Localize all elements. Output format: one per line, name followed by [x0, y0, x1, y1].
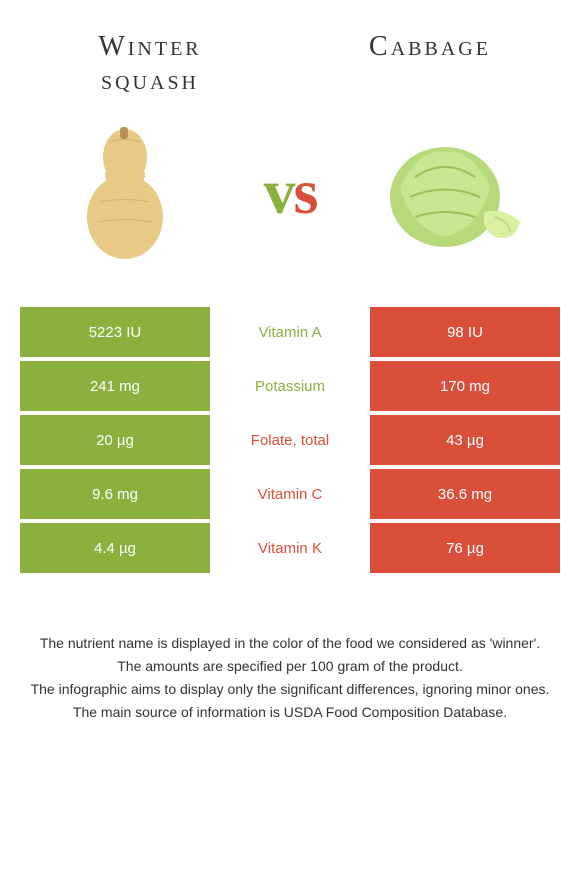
footer-line: The main source of information is USDA F… — [20, 702, 560, 723]
vs-v: v — [264, 156, 294, 227]
right-value: 76 µg — [370, 523, 560, 573]
table-row: 5223 IU Vitamin A 98 IU — [20, 307, 560, 357]
left-value: 4.4 µg — [20, 523, 210, 573]
right-value: 98 IU — [370, 307, 560, 357]
left-value: 20 µg — [20, 415, 210, 465]
right-value: 170 mg — [370, 361, 560, 411]
footer-line: The nutrient name is displayed in the co… — [20, 633, 560, 654]
nutrient-label: Vitamin K — [210, 523, 370, 573]
left-title-line2: squash — [60, 64, 240, 98]
right-title: Cabbage — [340, 30, 520, 64]
nutrient-label: Vitamin A — [210, 307, 370, 357]
table-row: 20 µg Folate, total 43 µg — [20, 415, 560, 465]
vs-s: s — [294, 156, 317, 227]
footer-line: The amounts are specified per 100 gram o… — [20, 656, 560, 677]
nutrient-label: Folate, total — [210, 415, 370, 465]
left-value: 241 mg — [20, 361, 210, 411]
comparison-table: 5223 IU Vitamin A 98 IU 241 mg Potassium… — [20, 307, 560, 573]
images-row: vs — [0, 107, 580, 287]
table-row: 241 mg Potassium 170 mg — [20, 361, 560, 411]
right-value: 36.6 mg — [370, 469, 560, 519]
left-title-line1: Winter — [60, 30, 240, 64]
table-row: 4.4 µg Vitamin K 76 µg — [20, 523, 560, 573]
left-food-title: Winter squash — [60, 30, 240, 97]
left-value: 9.6 mg — [20, 469, 210, 519]
right-value: 43 µg — [370, 415, 560, 465]
footer-notes: The nutrient name is displayed in the co… — [0, 633, 580, 723]
header: Winter squash Cabbage — [0, 0, 580, 107]
nutrient-label: Potassium — [210, 361, 370, 411]
vs-label: vs — [264, 155, 317, 229]
footer-line: The infographic aims to display only the… — [20, 679, 560, 700]
squash-image — [50, 117, 200, 267]
cabbage-image — [380, 117, 530, 267]
nutrient-label: Vitamin C — [210, 469, 370, 519]
table-row: 9.6 mg Vitamin C 36.6 mg — [20, 469, 560, 519]
right-food-title: Cabbage — [340, 30, 520, 64]
left-value: 5223 IU — [20, 307, 210, 357]
